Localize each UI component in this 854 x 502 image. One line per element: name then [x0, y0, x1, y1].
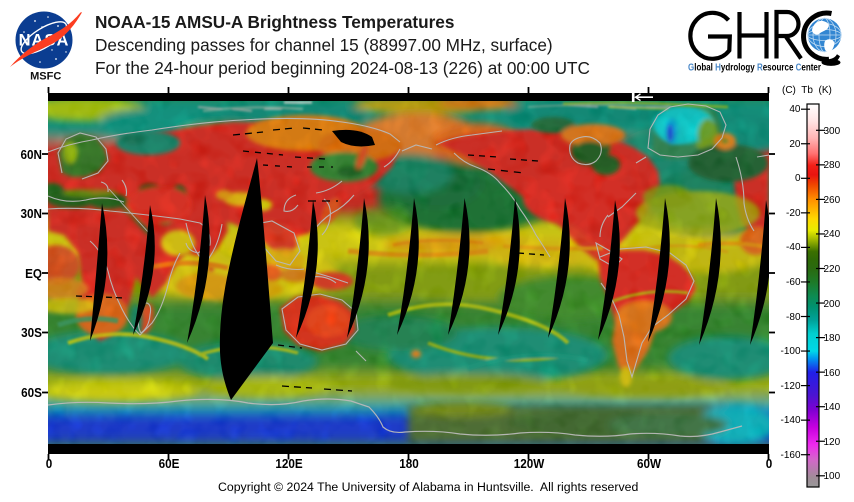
svg-text:Global Hydrology Resource Cent: Global Hydrology Resource Center	[688, 63, 821, 74]
svg-text:MSFC: MSFC	[30, 71, 61, 83]
